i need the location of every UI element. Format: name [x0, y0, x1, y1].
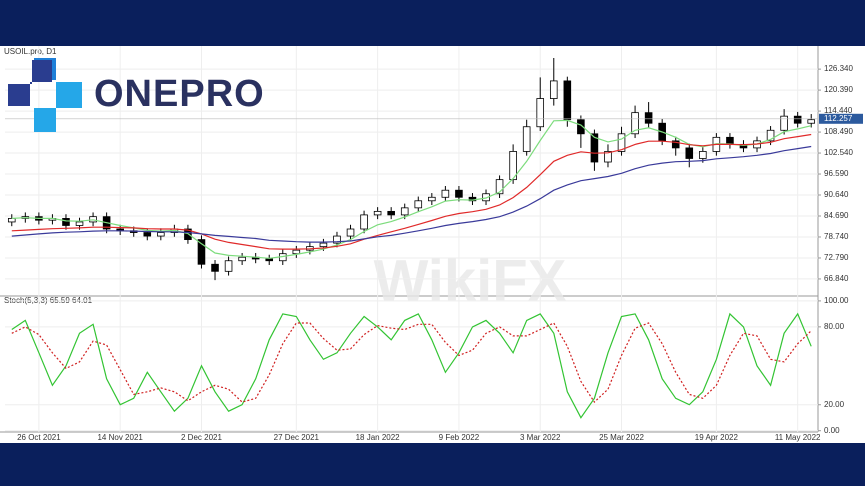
candle-body: [157, 232, 165, 237]
candle-body: [455, 189, 463, 198]
logo-text: ONEPRO: [94, 73, 265, 115]
candle-body: [549, 80, 558, 99]
last-price-label: 112.257: [824, 114, 853, 123]
x-tick-label: 27 Dec 2021: [274, 433, 320, 442]
candle-body: [577, 119, 585, 135]
logo-shape: [8, 60, 52, 106]
y-tick-label: 80.00: [824, 322, 845, 331]
y-tick-label: 102.540: [824, 148, 853, 157]
candle-body: [224, 260, 233, 272]
x-tick-label: 11 May 2022: [775, 433, 821, 442]
candle-body: [292, 249, 301, 255]
y-tick-label: 100.00: [824, 296, 849, 305]
candle-body: [604, 151, 612, 163]
candle-body: [319, 242, 328, 248]
y-tick-label: 66.840: [824, 274, 849, 283]
logo-square: [56, 82, 82, 108]
bottom-bar: [0, 443, 865, 486]
chart-area: [0, 46, 865, 443]
stoch-line: [11, 312, 812, 419]
top-bar: [0, 0, 865, 46]
candle-body: [211, 263, 219, 272]
y-tick-label: 126.340: [824, 64, 853, 73]
candle-body: [238, 256, 246, 262]
candle-body: [333, 235, 341, 244]
candle-body: [143, 232, 152, 237]
candle-body: [644, 112, 653, 124]
candle-body: [373, 210, 382, 216]
moving-average: [11, 145, 812, 243]
candle-body: [631, 112, 639, 135]
candle-body: [62, 218, 70, 226]
y-tick-label: 114.440: [824, 106, 853, 115]
watermark: WikiFX: [374, 248, 567, 313]
candle-body: [387, 210, 395, 216]
x-tick-label: 26 Oct 2021: [17, 433, 61, 442]
candle-body: [522, 126, 531, 152]
candle-body: [482, 193, 490, 202]
x-tick-label: 14 Nov 2021: [97, 433, 143, 442]
candle-body: [441, 189, 450, 198]
x-tick-label: 9 Feb 2022: [439, 433, 480, 442]
candle-body: [414, 200, 423, 209]
y-tick-label: 108.490: [824, 127, 853, 136]
logo: ONEPRO: [8, 58, 265, 132]
candle-body: [7, 218, 16, 223]
candle-body: [75, 221, 84, 226]
y-tick-label: 72.790: [824, 253, 849, 262]
candle-body: [400, 207, 409, 216]
candle-body: [346, 228, 355, 237]
moving-average: [11, 133, 812, 250]
last-price-tag: [819, 113, 863, 124]
candle-body: [265, 258, 274, 262]
candle-body: [563, 80, 572, 121]
candle-body: [793, 115, 802, 124]
candle-body: [495, 179, 504, 195]
candle-body: [197, 239, 206, 265]
y-tick-label: 78.740: [824, 232, 849, 241]
candle-body: [428, 196, 436, 202]
x-tick-label: 25 Mar 2022: [599, 433, 644, 442]
candle-body: [726, 136, 734, 145]
candle-body: [617, 133, 626, 152]
y-tick-label: 0.00: [824, 426, 840, 435]
candle-body: [807, 119, 816, 124]
candle-body: [509, 151, 517, 181]
plot: 26 Oct 2021 14 Nov 2021 2 Dec 2021 27 Dec 2…: [5, 46, 863, 442]
candle-body: [360, 214, 368, 230]
candle-body: [685, 147, 694, 159]
moving-average: [11, 119, 812, 259]
candle-body: [699, 151, 707, 159]
logo-square: [34, 108, 56, 132]
candle-body: [671, 140, 680, 149]
stoch-line: [11, 322, 812, 404]
candle-body: [766, 129, 775, 142]
x-tick-label: 3 Mar 2022: [520, 433, 561, 442]
y-tick-label: 84.690: [824, 211, 849, 220]
y-tick-label: 96.590: [824, 169, 849, 178]
y-tick-label: 20.00: [824, 400, 845, 409]
x-tick-label: 18 Jan 2022: [356, 433, 401, 442]
candle-body: [780, 115, 788, 131]
y-tick-label: 120.390: [824, 85, 853, 94]
x-tick-label: 19 Apr 2022: [695, 433, 739, 442]
chart-title: USOIL.pro, D1: [4, 47, 57, 56]
candle-body: [536, 98, 545, 128]
y-tick-label: 90.640: [824, 190, 849, 199]
x-tick-label: 2 Dec 2021: [181, 433, 222, 442]
candle-body: [590, 133, 599, 163]
